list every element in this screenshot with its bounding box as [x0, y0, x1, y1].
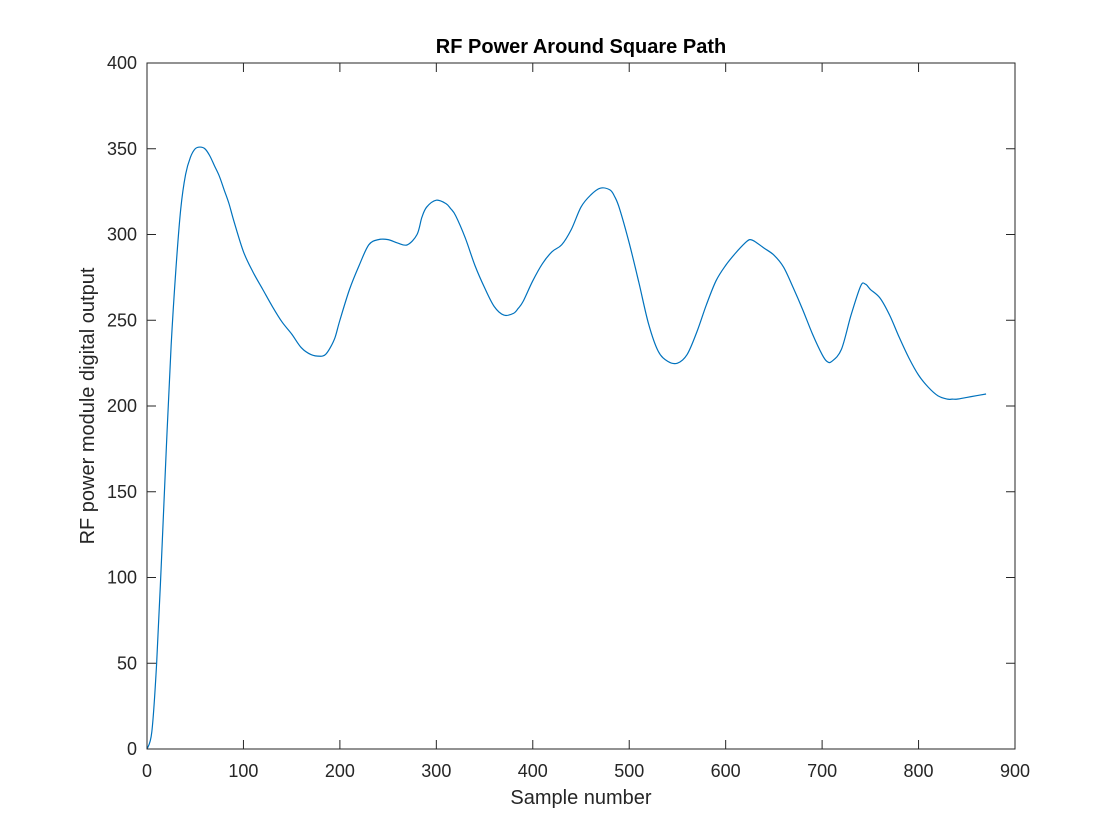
plot-area — [147, 63, 1015, 749]
y-tick-label: 200 — [107, 396, 137, 416]
chart-title: RF Power Around Square Path — [436, 36, 726, 58]
y-tick-labels: 0 50 100 150 200 250 300 350 400 — [107, 53, 137, 759]
x-tick-label: 900 — [1000, 761, 1030, 781]
x-tick-labels: 0 100 200 300 400 500 600 700 800 900 — [142, 761, 1030, 781]
x-tick-label: 500 — [614, 761, 644, 781]
x-tick-label: 700 — [807, 761, 837, 781]
y-tick-label: 400 — [107, 53, 137, 73]
axes-box — [146, 62, 1016, 750]
y-axis-label: RF power module digital output — [77, 267, 99, 544]
y-tick-label: 100 — [107, 568, 137, 588]
y-tick-label: 300 — [107, 225, 137, 245]
y-tick-label: 150 — [107, 482, 137, 502]
x-tick-label: 200 — [325, 761, 355, 781]
x-axis-label: Sample number — [510, 787, 652, 809]
x-tick-label: 400 — [518, 761, 548, 781]
y-tick-label: 250 — [107, 310, 137, 330]
x-tick-label: 0 — [142, 761, 152, 781]
x-tick-label: 100 — [228, 761, 258, 781]
y-tick-label: 0 — [127, 739, 137, 759]
y-tick-label: 350 — [107, 139, 137, 159]
y-tick-label: 50 — [117, 653, 137, 673]
x-tick-label: 300 — [421, 761, 451, 781]
x-tick-label: 800 — [904, 761, 934, 781]
x-tick-label: 600 — [711, 761, 741, 781]
series-line — [146, 146, 987, 750]
